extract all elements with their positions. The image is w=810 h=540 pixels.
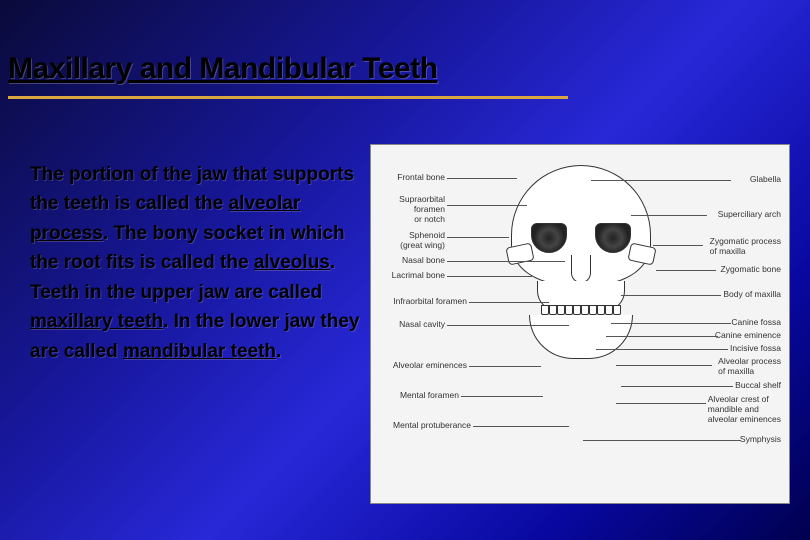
leader-line xyxy=(461,396,543,397)
label-glabella: Glabella xyxy=(750,175,781,185)
label-frontal-bone: Frontal bone xyxy=(379,173,445,183)
body-p2-c: . xyxy=(276,341,281,362)
leader-line xyxy=(616,365,712,366)
leader-line xyxy=(653,245,703,246)
leader-line xyxy=(621,386,733,387)
leader-line xyxy=(447,237,509,238)
label-canine-eminence: Canine eminence xyxy=(715,331,781,341)
leader-line xyxy=(469,302,549,303)
label-mental-foramen: Mental foramen xyxy=(379,391,459,401)
body-p2-a: Teeth in the upper jaw are called xyxy=(30,282,322,303)
slide-body-text: The portion of the jaw that supports the… xyxy=(30,160,360,366)
leader-line xyxy=(631,215,707,216)
label-nasal-cavity: Nasal cavity xyxy=(379,320,445,330)
label-canine-fossa: Canine fossa xyxy=(731,318,781,328)
label-lacrimal: Lacrimal bone xyxy=(379,271,445,281)
label-alveolar-process: Alveolar processof maxilla xyxy=(718,357,781,377)
body-p2-u1: maxillary teeth xyxy=(30,311,163,332)
label-nasal-bone: Nasal bone xyxy=(379,256,445,266)
skull-drawing xyxy=(501,165,661,365)
leader-line xyxy=(591,180,731,181)
label-zygomatic-process: Zygomatic processof maxilla xyxy=(710,237,781,257)
label-sphenoid: Sphenoid(great wing) xyxy=(379,231,445,251)
leader-line xyxy=(596,349,728,350)
slide-title: Maxillary and Mandibular Teeth xyxy=(8,52,438,86)
mandible-shape xyxy=(529,315,633,359)
leader-line xyxy=(447,325,569,326)
leader-line xyxy=(447,261,565,262)
leader-line xyxy=(621,295,721,296)
leader-line xyxy=(606,336,718,337)
leader-line xyxy=(469,366,541,367)
label-infraorbital: Infraorbital foramen xyxy=(371,297,467,307)
body-p2-u2: mandibular teeth xyxy=(123,341,276,362)
body-p1-c: . xyxy=(330,252,335,273)
leader-line xyxy=(611,323,731,324)
leader-line xyxy=(473,426,569,427)
label-symphysis: Symphysis xyxy=(740,435,781,445)
label-alveolar-eminences: Alveolar eminences xyxy=(371,361,467,371)
leader-line xyxy=(583,440,741,441)
maxillary-teeth-row xyxy=(541,305,621,315)
label-supraorbital: Supraorbitalforamenor notch xyxy=(379,195,445,224)
leader-line xyxy=(447,276,532,277)
label-buccal-shelf: Buccal shelf xyxy=(735,381,781,391)
label-zygomatic-bone: Zygomatic bone xyxy=(721,265,781,275)
label-alveolar-crest: Alveolar crest ofmandible andalveolar em… xyxy=(708,395,781,424)
title-accent-underline xyxy=(8,96,568,99)
leader-line xyxy=(656,270,716,271)
label-mental-protuberance: Mental protuberance xyxy=(371,421,471,431)
label-incisive-fossa: Incisive fossa xyxy=(730,344,781,354)
label-body-maxilla: Body of maxilla xyxy=(723,290,781,300)
nasal-cavity xyxy=(571,255,591,283)
leader-line xyxy=(447,178,517,179)
leader-line xyxy=(447,205,527,206)
body-p1-u2: alveolus xyxy=(254,252,330,273)
label-superciliary: Superciliary arch xyxy=(718,210,781,220)
skull-diagram-figure: Frontal bone Supraorbitalforamenor notch… xyxy=(370,144,790,504)
slide-container: Maxillary and Mandibular Teeth The porti… xyxy=(0,0,810,540)
body-p1-a: The portion of the jaw that supports the… xyxy=(30,164,354,214)
leader-line xyxy=(616,403,706,404)
